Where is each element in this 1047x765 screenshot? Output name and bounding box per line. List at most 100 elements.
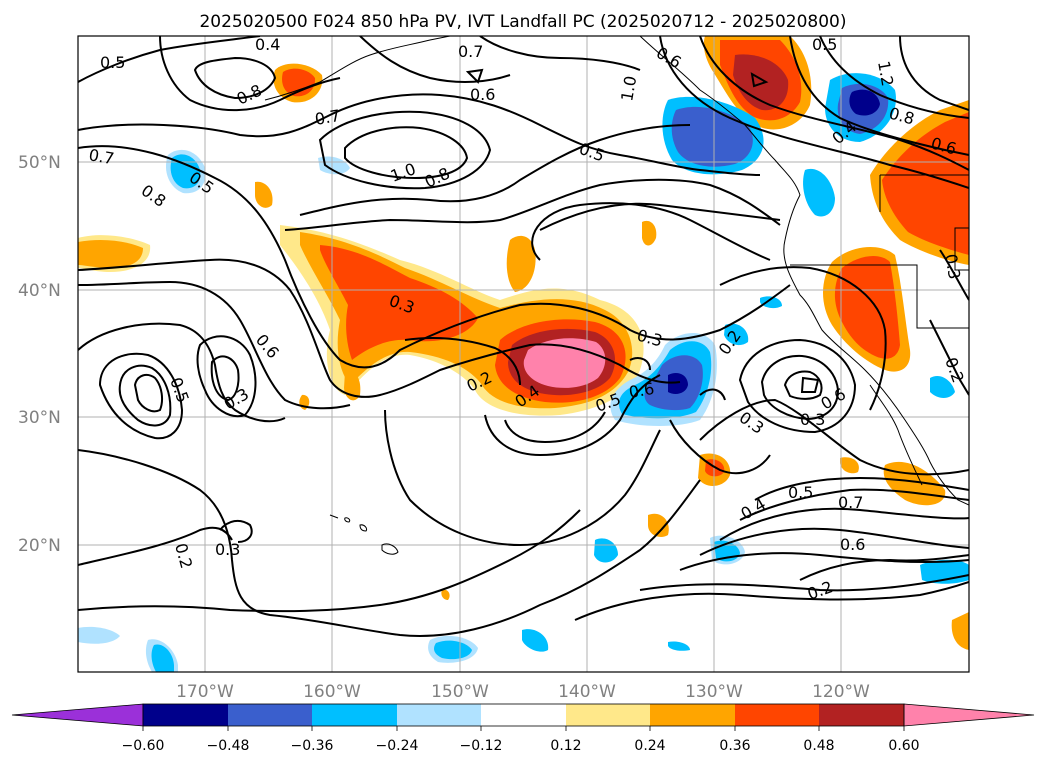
pv-anomaly-region bbox=[668, 373, 688, 394]
pv-anomaly-region bbox=[733, 54, 789, 111]
pv-contour-line bbox=[78, 526, 233, 566]
pv-contour-line bbox=[699, 36, 969, 171]
coastline-alaska bbox=[264, 36, 451, 101]
pv-anomaly-region bbox=[849, 89, 880, 116]
pv-contour-line bbox=[639, 574, 969, 592]
lat-label-30n: 30°N bbox=[18, 408, 61, 428]
colorbar-tick-label: −0.24 bbox=[376, 738, 419, 754]
pv-contour-line bbox=[78, 258, 681, 398]
pv-contour-line bbox=[318, 110, 492, 190]
longitude-labels: 170°W 160°W 150°W 140°W 130°W 120°W bbox=[176, 682, 870, 702]
gridlines bbox=[78, 36, 969, 672]
colorbar-tick-label: 0.48 bbox=[803, 738, 834, 754]
pv-anomaly-region bbox=[930, 375, 955, 398]
map-frame bbox=[77, 35, 970, 673]
pv-anomaly-region bbox=[671, 106, 753, 167]
lon-label-130w: 130°W bbox=[685, 682, 743, 702]
contour-label: 0.7 bbox=[87, 145, 115, 168]
colorbar-tick-label: −0.60 bbox=[122, 738, 165, 754]
pv-contour-line bbox=[78, 449, 701, 637]
colorbar-bin bbox=[143, 704, 228, 726]
colorbar-tick-label: 0.12 bbox=[550, 738, 581, 754]
pv-contour-line bbox=[465, 68, 484, 84]
contour-label: 0.5 bbox=[812, 35, 837, 54]
pv-anomaly-region bbox=[282, 68, 316, 97]
pv-contour-line bbox=[78, 93, 761, 176]
colorbar-bin bbox=[650, 704, 735, 726]
colorbar-bin bbox=[735, 704, 819, 726]
figure-title: 2025020500 F024 850 hPa PV, IVT Landfall… bbox=[199, 12, 846, 32]
contour-label: 0.3 bbox=[941, 252, 964, 280]
contour-label: 0.6 bbox=[627, 379, 655, 402]
pv-contour-line bbox=[669, 419, 771, 475]
colorbar-bin bbox=[566, 704, 650, 726]
pv-anomaly-region bbox=[668, 641, 690, 651]
pv-contour-line bbox=[679, 552, 969, 571]
pv-contour-line bbox=[78, 145, 791, 369]
pv-anomaly-region bbox=[760, 296, 782, 309]
pv-contour-line bbox=[404, 337, 521, 386]
pv-contour-line bbox=[78, 280, 351, 410]
colorbar-tick-label: −0.12 bbox=[460, 738, 503, 754]
pv-contour-line bbox=[939, 249, 969, 301]
latitude-labels: 50°N 40°N 30°N 20°N bbox=[18, 153, 61, 556]
lon-label-170w: 170°W bbox=[176, 682, 234, 702]
colorbar-bin bbox=[481, 704, 566, 726]
pv-contour-line bbox=[738, 338, 857, 434]
pv-contour-line bbox=[359, 36, 511, 83]
pv-contour-line bbox=[284, 178, 781, 231]
lat-label-20n: 20°N bbox=[18, 536, 61, 556]
lon-label-150w: 150°W bbox=[431, 682, 489, 702]
colorbar-bin bbox=[228, 704, 312, 726]
pv-contour-line bbox=[118, 364, 172, 427]
pv-anomaly-region bbox=[834, 256, 900, 359]
pv-anomaly-region bbox=[594, 538, 618, 563]
pv-contour-line bbox=[384, 409, 661, 547]
pv-contour-line bbox=[299, 124, 691, 216]
pv-contour-line bbox=[819, 36, 969, 119]
contour-label: 0.5 bbox=[100, 53, 125, 72]
pv-contour-line bbox=[78, 509, 581, 613]
pv-contour-line bbox=[754, 476, 969, 501]
pv-anomaly-region bbox=[441, 589, 450, 600]
colorbar-extend-max bbox=[903, 703, 1035, 727]
lat-label-40n: 40°N bbox=[18, 281, 61, 301]
pv-contour-line bbox=[159, 36, 341, 112]
contour-label: 0.3 bbox=[215, 540, 240, 559]
pv-contour-line bbox=[78, 322, 286, 423]
colorbar-outline bbox=[142, 703, 905, 727]
pv-anomaly-region bbox=[506, 235, 536, 292]
pv-contour-line bbox=[800, 376, 820, 393]
pv-contour-line bbox=[133, 373, 164, 413]
pv-contour-line bbox=[98, 352, 184, 440]
lon-label-140w: 140°W bbox=[558, 682, 616, 702]
pv-contour-line bbox=[344, 126, 469, 180]
pv-contour-line bbox=[719, 266, 887, 411]
pv-contour-line bbox=[210, 355, 240, 402]
pv-contour-line bbox=[799, 554, 969, 581]
colorbar-tick-marks bbox=[142, 726, 905, 731]
contour-label: 0.7 bbox=[838, 493, 863, 512]
pv-anomaly-region bbox=[882, 112, 969, 255]
pv-contour-line bbox=[789, 36, 969, 156]
contour-label: 0.6 bbox=[470, 85, 495, 104]
pv-anomaly-region bbox=[803, 168, 835, 217]
pv-anomaly-region bbox=[434, 640, 472, 660]
pv-anomaly-region bbox=[78, 240, 143, 268]
pv-contour-line bbox=[219, 519, 253, 543]
pv-anomaly-region bbox=[724, 323, 749, 346]
pv-contour-line bbox=[699, 527, 969, 556]
contour-label: 1.2 bbox=[874, 59, 897, 87]
contour-label: 0.3 bbox=[800, 410, 825, 429]
pv-contour-line bbox=[484, 374, 661, 457]
pv-contour-line bbox=[719, 507, 969, 541]
pv-anomaly-region bbox=[642, 220, 657, 246]
pv-anomaly-region bbox=[840, 457, 859, 474]
colorbar-tick-label: −0.36 bbox=[291, 738, 334, 754]
colorbar-tick-label: −0.48 bbox=[207, 738, 250, 754]
colorbar-bin bbox=[312, 704, 397, 726]
coastline-north-america bbox=[783, 194, 969, 506]
pv-anomaly-region bbox=[318, 156, 350, 175]
map-panel: 0.5 0.4 0.7 0.6 0.8 0.7 1.0 0.8 0.5 0.7 … bbox=[78, 35, 969, 672]
pv-contour-line bbox=[699, 388, 726, 401]
